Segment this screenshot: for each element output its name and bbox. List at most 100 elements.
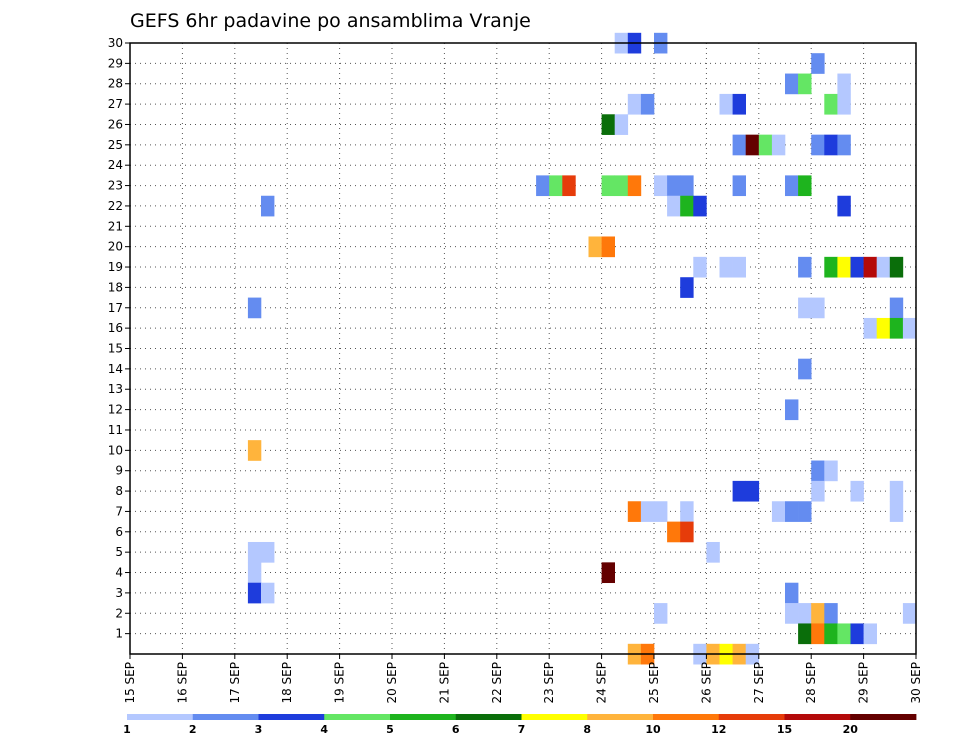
y-tick-label: 29 <box>108 56 123 70</box>
heatmap-cell <box>601 175 615 197</box>
heatmap-cell <box>824 623 838 645</box>
heatmap-cell <box>247 582 262 604</box>
colorbar-segment <box>850 714 917 720</box>
heatmap-cell <box>798 623 812 645</box>
heatmap-cell <box>745 480 760 502</box>
heatmap-cell <box>719 256 733 278</box>
heatmap-cell <box>850 256 864 278</box>
colorbar-segment <box>192 714 259 720</box>
y-tick-label: 12 <box>108 403 123 417</box>
heatmap-cell <box>247 297 262 319</box>
colorbar-label: 8 <box>583 723 591 736</box>
heatmap-cell <box>798 358 812 380</box>
heatmap-cell <box>798 256 812 278</box>
x-tick-label: 25 SEP <box>647 662 661 704</box>
heatmap-cell <box>811 460 825 482</box>
heatmap-cell <box>785 603 799 624</box>
heatmap-cell <box>863 317 877 339</box>
colorbar-segment <box>455 714 522 720</box>
heatmap-cell <box>732 256 746 278</box>
colorbar-label: 4 <box>320 723 328 736</box>
grid-lines <box>130 42 916 654</box>
heatmap-cell <box>654 501 668 522</box>
heatmap-cell <box>889 256 904 278</box>
heatmap-cell <box>837 256 851 278</box>
heatmap-cell <box>850 623 864 645</box>
heatmap-cell <box>889 501 904 522</box>
heatmap-cell <box>680 501 694 522</box>
x-tick-label: 21 SEP <box>437 662 451 704</box>
heatmap-cell <box>627 175 642 197</box>
heatmap-cell <box>732 175 746 197</box>
colorbar-segment <box>653 714 720 720</box>
heatmap-cell <box>536 175 550 197</box>
heatmap-cell <box>824 603 838 624</box>
x-tick-label: 30 SEP <box>909 662 923 704</box>
heatmap-cell <box>247 541 262 563</box>
y-tick-label: 18 <box>108 280 123 294</box>
heatmap-cell <box>654 603 668 624</box>
y-tick-label: 14 <box>108 362 123 376</box>
heatmap-cell <box>837 134 851 156</box>
heatmap-cell <box>785 175 799 197</box>
heatmap-cell <box>798 603 812 624</box>
colorbar-label: 2 <box>189 723 197 736</box>
heatmap-cell <box>627 93 642 115</box>
heatmap-cell <box>837 195 851 217</box>
y-tick-label: 13 <box>108 382 123 396</box>
y-tick-label: 26 <box>108 117 123 131</box>
x-tick-label: 18 SEP <box>280 662 294 704</box>
heatmap-cell <box>654 175 668 197</box>
heatmap-cell <box>745 134 760 156</box>
x-tick-label: 15 SEP <box>123 662 137 704</box>
heatmap-cell <box>680 277 694 298</box>
heatmap-cell <box>811 480 825 502</box>
heatmap-cell <box>811 297 825 319</box>
colorbar-label: 20 <box>843 723 859 736</box>
colorbar-segment <box>784 714 851 720</box>
heatmap-cell <box>640 93 655 115</box>
heatmap-cell <box>247 562 262 584</box>
y-tick-label: 21 <box>108 219 123 233</box>
heatmap-cell <box>837 623 851 645</box>
heatmap-cell <box>798 175 812 197</box>
heatmap-cell <box>680 175 694 197</box>
heatmap-cell <box>850 480 864 502</box>
x-tick-label: 19 SEP <box>333 662 347 704</box>
heatmap-cell <box>902 603 917 624</box>
x-tick-label: 16 SEP <box>175 662 189 704</box>
y-tick-label: 4 <box>115 566 123 580</box>
heatmap-cell <box>824 460 838 482</box>
heatmap-cell <box>785 501 799 522</box>
heatmap-cell <box>771 134 786 156</box>
y-tick-label: 16 <box>108 321 123 335</box>
x-tick-label: 28 SEP <box>804 662 818 704</box>
y-tick-label: 27 <box>108 97 123 111</box>
chart-title: GEFS 6hr padavine po ansamblima Vranje <box>130 10 531 32</box>
heatmap-cell <box>667 521 681 543</box>
x-tick-label: 23 SEP <box>542 662 556 704</box>
colorbar-segment <box>127 714 194 720</box>
colorbar-segment <box>718 714 785 720</box>
y-tick-label: 23 <box>108 179 123 193</box>
y-tick-label: 15 <box>108 342 123 356</box>
heatmap-cell <box>824 256 838 278</box>
x-tick-label: 29 SEP <box>857 662 871 704</box>
y-tick-label: 10 <box>108 443 123 457</box>
y-tick-label: 25 <box>108 138 123 152</box>
heatmap-cell <box>601 562 615 584</box>
colorbar-label: 12 <box>711 723 726 736</box>
heatmap-cells <box>247 32 917 665</box>
heatmap-cell <box>811 53 825 74</box>
y-tick-label: 19 <box>108 260 123 274</box>
heatmap-cell <box>811 134 825 156</box>
heatmap-cell <box>889 317 904 339</box>
heatmap-cell <box>876 256 891 278</box>
heatmap-cell <box>732 93 746 115</box>
heatmap-cell <box>876 317 891 339</box>
x-tick-label: 24 SEP <box>595 662 609 704</box>
heatmap-cell <box>732 134 746 156</box>
heatmap-cell <box>889 480 904 502</box>
y-tick-label: 3 <box>115 586 123 600</box>
